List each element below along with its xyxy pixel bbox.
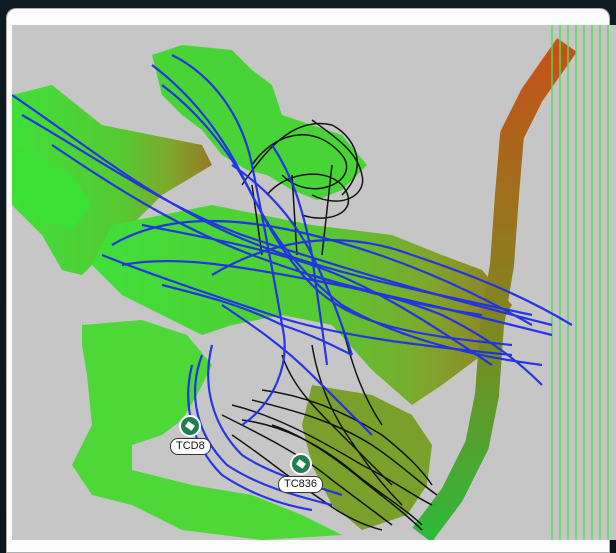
terrain-area-bottom-right bbox=[302, 385, 432, 530]
map-canvas bbox=[12, 25, 609, 540]
marker-label: TC836 bbox=[278, 476, 324, 493]
road bbox=[412, 38, 577, 540]
marker-tcd8[interactable]: TCD8 bbox=[170, 417, 211, 455]
marker-pin-icon bbox=[291, 455, 310, 473]
terrain-area-left bbox=[12, 85, 212, 275]
terrain-area-top bbox=[152, 45, 367, 200]
marker-label: TCD8 bbox=[170, 438, 211, 455]
black-tracks bbox=[221, 119, 438, 531]
terrain-layer bbox=[12, 45, 512, 540]
marker-pin-icon bbox=[181, 417, 200, 435]
terrain-strip-left bbox=[12, 145, 92, 230]
marker-tc836[interactable]: TC836 bbox=[278, 455, 324, 493]
map-view[interactable]: TCD8 TC836 bbox=[12, 25, 616, 540]
terrain-area-center bbox=[92, 205, 512, 405]
grid-lines bbox=[551, 25, 609, 540]
terrain-area-bottom bbox=[72, 320, 342, 540]
